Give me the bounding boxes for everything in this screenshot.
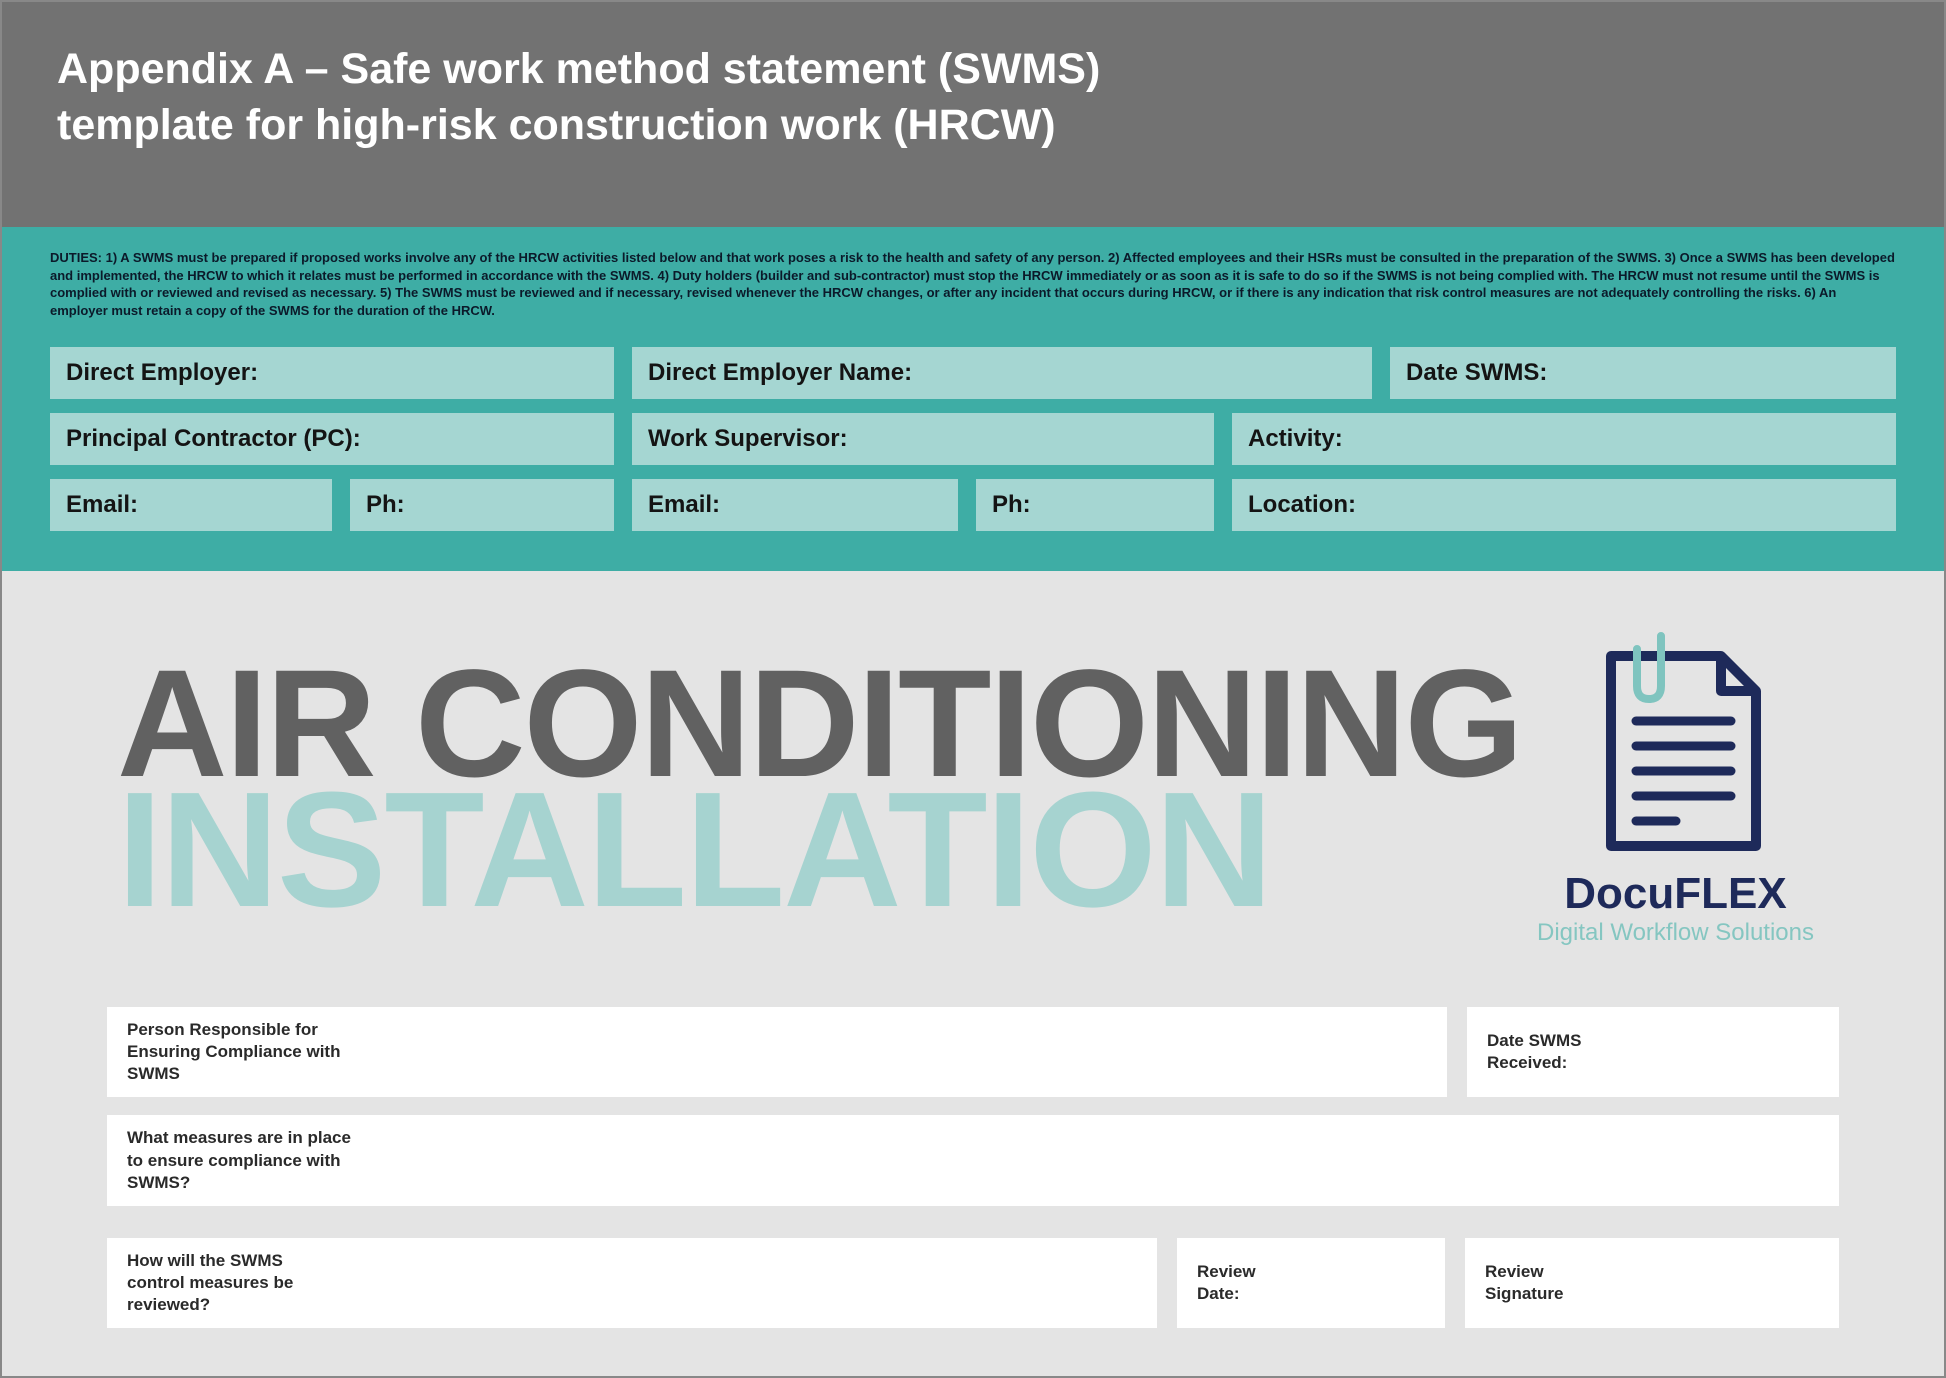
field-grid: Direct Employer: Direct Employer Name: D… [50, 347, 1896, 531]
direct-employer-field[interactable]: Direct Employer: [50, 347, 614, 399]
logo-block: DocuFLEX Digital Workflow Solutions [1537, 631, 1814, 947]
teal-section: DUTIES: 1) A SWMS must be prepared if pr… [2, 227, 1944, 571]
how-reviewed-field[interactable]: How will the SWMS control measures be re… [107, 1238, 1157, 1328]
review-date-label: Review Date: [1197, 1261, 1277, 1305]
principal-contractor-field[interactable]: Principal Contractor (PC): [50, 413, 614, 465]
date-received-label: Date SWMS Received: [1487, 1030, 1597, 1074]
measures-label: What measures are in place to ensure com… [127, 1127, 357, 1193]
hero-wrap: AIR CONDITIONING INSTALLATION DocuFLEX D… [2, 631, 1944, 947]
bottom-row-1: Person Responsible for Ensuring Complian… [107, 1007, 1839, 1097]
person-responsible-field[interactable]: Person Responsible for Ensuring Complian… [107, 1007, 1447, 1097]
title-line-1: Appendix A – Safe work method statement … [57, 42, 1889, 98]
person-responsible-label: Person Responsible for Ensuring Complian… [127, 1019, 357, 1085]
title-line-2: template for high-risk construction work… [57, 98, 1889, 154]
logo-name: DocuFLEX [1564, 869, 1786, 919]
bottom-fields: Person Responsible for Ensuring Complian… [2, 947, 1944, 1328]
header-bar: Appendix A – Safe work method statement … [2, 2, 1944, 227]
date-swms-field[interactable]: Date SWMS: [1390, 347, 1896, 399]
duties-text: DUTIES: 1) A SWMS must be prepared if pr… [50, 249, 1896, 319]
measures-field[interactable]: What measures are in place to ensure com… [107, 1115, 1839, 1205]
logo-tagline: Digital Workflow Solutions [1537, 919, 1814, 947]
review-signature-label: Review Signature [1485, 1261, 1585, 1305]
location-field[interactable]: Location: [1232, 479, 1896, 531]
direct-employer-name-field[interactable]: Direct Employer Name: [632, 347, 1372, 399]
bottom-row-2: What measures are in place to ensure com… [107, 1115, 1839, 1205]
hero-text: AIR CONDITIONING INSTALLATION [117, 659, 1521, 918]
field-row-1: Direct Employer: Direct Employer Name: D… [50, 347, 1896, 399]
how-reviewed-label: How will the SWMS control measures be re… [127, 1250, 327, 1316]
date-received-field[interactable]: Date SWMS Received: [1467, 1007, 1839, 1097]
ph1-field[interactable]: Ph: [350, 479, 614, 531]
field-row-3: Email: Ph: Email: Ph: Location: [50, 479, 1896, 531]
review-date-field[interactable]: Review Date: [1177, 1238, 1445, 1328]
email1-field[interactable]: Email: [50, 479, 332, 531]
review-signature-field[interactable]: Review Signature [1465, 1238, 1839, 1328]
ph2-field[interactable]: Ph: [976, 479, 1214, 531]
main-area: AIR CONDITIONING INSTALLATION DocuFLEX D… [2, 571, 1944, 1328]
email2-field[interactable]: Email: [632, 479, 958, 531]
document-clip-icon [1576, 631, 1776, 861]
field-row-2: Principal Contractor (PC): Work Supervis… [50, 413, 1896, 465]
work-supervisor-field[interactable]: Work Supervisor: [632, 413, 1214, 465]
activity-field[interactable]: Activity: [1232, 413, 1896, 465]
page-title: Appendix A – Safe work method statement … [57, 42, 1889, 154]
bottom-row-3: How will the SWMS control measures be re… [107, 1238, 1839, 1328]
